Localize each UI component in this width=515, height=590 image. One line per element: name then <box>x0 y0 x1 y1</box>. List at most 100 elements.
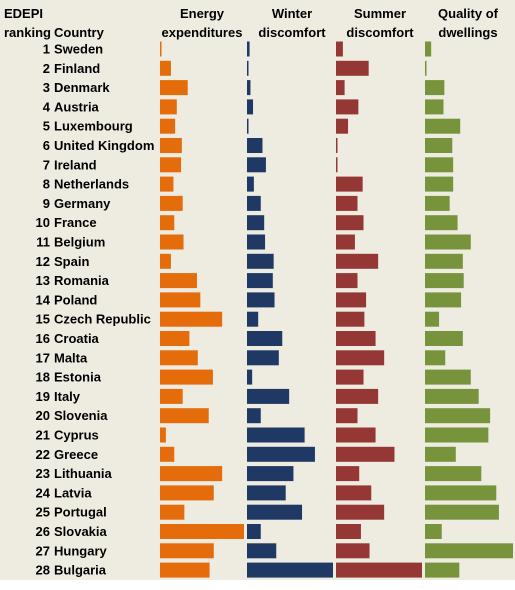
winter-bar-united-kingdom <box>247 138 263 153</box>
quality-bar-malta <box>425 350 446 366</box>
country-label-malta: Malta <box>54 350 88 365</box>
rank-label-slovenia: 20 <box>36 408 50 423</box>
winter-bar-france <box>247 215 265 231</box>
winter-bar-netherlands <box>247 176 254 192</box>
rank-label-france: 10 <box>36 215 50 230</box>
country-label-finland: Finland <box>54 61 100 76</box>
country-label-lithuania: Lithuania <box>54 466 113 481</box>
winter-bar-poland <box>247 292 275 308</box>
summer-bar-greece <box>336 446 395 462</box>
rank-label-romania: 13 <box>36 273 50 288</box>
rank-label-sweden: 1 <box>43 42 50 57</box>
rank-label-czech-republic: 15 <box>36 312 50 327</box>
quality-bar-sweden <box>425 41 432 57</box>
country-label-netherlands: Netherlands <box>54 177 129 192</box>
country-label-poland: Poland <box>54 292 97 307</box>
energy-bar-czech-republic <box>160 311 223 327</box>
rank-label-malta: 17 <box>36 350 50 365</box>
rank-label-greece: 22 <box>36 447 50 462</box>
country-label-spain: Spain <box>54 254 89 269</box>
quality-bar-latvia <box>425 485 497 501</box>
winter-header-line1: Winter <box>271 6 313 21</box>
energy-bar-denmark <box>160 80 188 96</box>
energy-bar-malta <box>160 350 198 366</box>
country-header: Country <box>54 25 104 40</box>
energy-bar-finland <box>160 60 171 76</box>
energy-bar-croatia <box>160 331 190 346</box>
winter-bar-croatia <box>247 331 283 346</box>
winter-bar-finland <box>247 60 249 76</box>
quality-header-line1: Quality of <box>438 6 498 21</box>
quality-bar-greece <box>425 446 456 462</box>
country-label-hungary: Hungary <box>54 543 108 558</box>
ranking-header-line1: EDEPI <box>4 6 44 21</box>
summer-bar-lithuania <box>336 466 360 482</box>
country-label-croatia: Croatia <box>54 331 100 346</box>
energy-bar-italy <box>160 388 183 404</box>
rank-label-latvia: 24 <box>36 485 51 500</box>
quality-bar-ireland <box>425 157 454 173</box>
summer-bar-bulgaria <box>336 562 422 578</box>
summer-bar-hungary <box>336 543 370 559</box>
quality-bar-denmark <box>425 80 445 96</box>
winter-bar-estonia <box>247 369 253 385</box>
summer-bar-estonia <box>336 369 364 385</box>
energy-header-line2: expenditures <box>161 25 243 40</box>
quality-bar-cyprus <box>425 427 489 443</box>
summer-bar-slovenia <box>336 408 358 424</box>
rank-label-cyprus: 21 <box>36 428 50 443</box>
rank-label-lithuania: 23 <box>36 466 50 481</box>
country-label-portugal: Portugal <box>54 505 107 520</box>
energy-bar-france <box>160 215 175 231</box>
energy-bar-bulgaria <box>160 562 210 578</box>
energy-header-line1: Energy <box>179 6 225 21</box>
winter-bar-greece <box>247 446 315 462</box>
energy-bar-romania <box>160 273 197 289</box>
summer-bar-italy <box>336 388 379 404</box>
summer-header-line2: discomfort <box>346 25 414 40</box>
summer-bar-united-kingdom <box>336 138 338 153</box>
quality-bar-lithuania <box>425 466 482 482</box>
energy-bar-lithuania <box>160 466 223 482</box>
energy-bar-cyprus <box>160 427 166 443</box>
quality-bar-slovakia <box>425 524 442 539</box>
summer-bar-malta <box>336 350 385 366</box>
summer-bar-finland <box>336 60 369 76</box>
energy-bar-portugal <box>160 504 185 520</box>
rank-label-italy: 19 <box>36 389 50 404</box>
rank-label-germany: 9 <box>43 196 50 211</box>
rank-label-hungary: 27 <box>36 543 50 558</box>
country-label-romania: Romania <box>54 273 110 288</box>
quality-bar-poland <box>425 292 462 308</box>
winter-bar-austria <box>247 99 254 115</box>
energy-bar-united-kingdom <box>160 138 182 153</box>
winter-bar-belgium <box>247 234 266 250</box>
summer-bar-romania <box>336 273 358 289</box>
rank-label-poland: 14 <box>36 292 51 307</box>
energy-header: Energy expenditures <box>150 4 254 42</box>
winter-bar-sweden <box>247 41 250 57</box>
country-label-bulgaria: Bulgaria <box>54 563 107 578</box>
energy-bar-luxembourg <box>160 118 176 134</box>
country-label-czech-republic: Czech Republic <box>54 312 151 327</box>
rank-label-denmark: 3 <box>43 80 50 95</box>
quality-bar-italy <box>425 388 479 404</box>
summer-bar-sweden <box>336 41 343 57</box>
energy-bar-slovenia <box>160 408 209 424</box>
energy-bar-austria <box>160 99 177 115</box>
energy-bar-slovakia <box>160 524 244 539</box>
country-label-italy: Italy <box>54 389 81 404</box>
winter-bar-luxembourg <box>247 118 249 134</box>
quality-bar-france <box>425 215 458 231</box>
country-label-latvia: Latvia <box>54 485 92 500</box>
quality-bar-luxembourg <box>425 118 461 134</box>
quality-bar-germany <box>425 195 450 211</box>
energy-bar-netherlands <box>160 176 174 192</box>
rank-label-estonia: 18 <box>36 370 50 385</box>
country-label-luxembourg: Luxembourg <box>54 119 133 134</box>
country-label-slovakia: Slovakia <box>54 524 108 539</box>
winter-bar-romania <box>247 273 273 289</box>
country-label-ireland: Ireland <box>54 157 97 172</box>
